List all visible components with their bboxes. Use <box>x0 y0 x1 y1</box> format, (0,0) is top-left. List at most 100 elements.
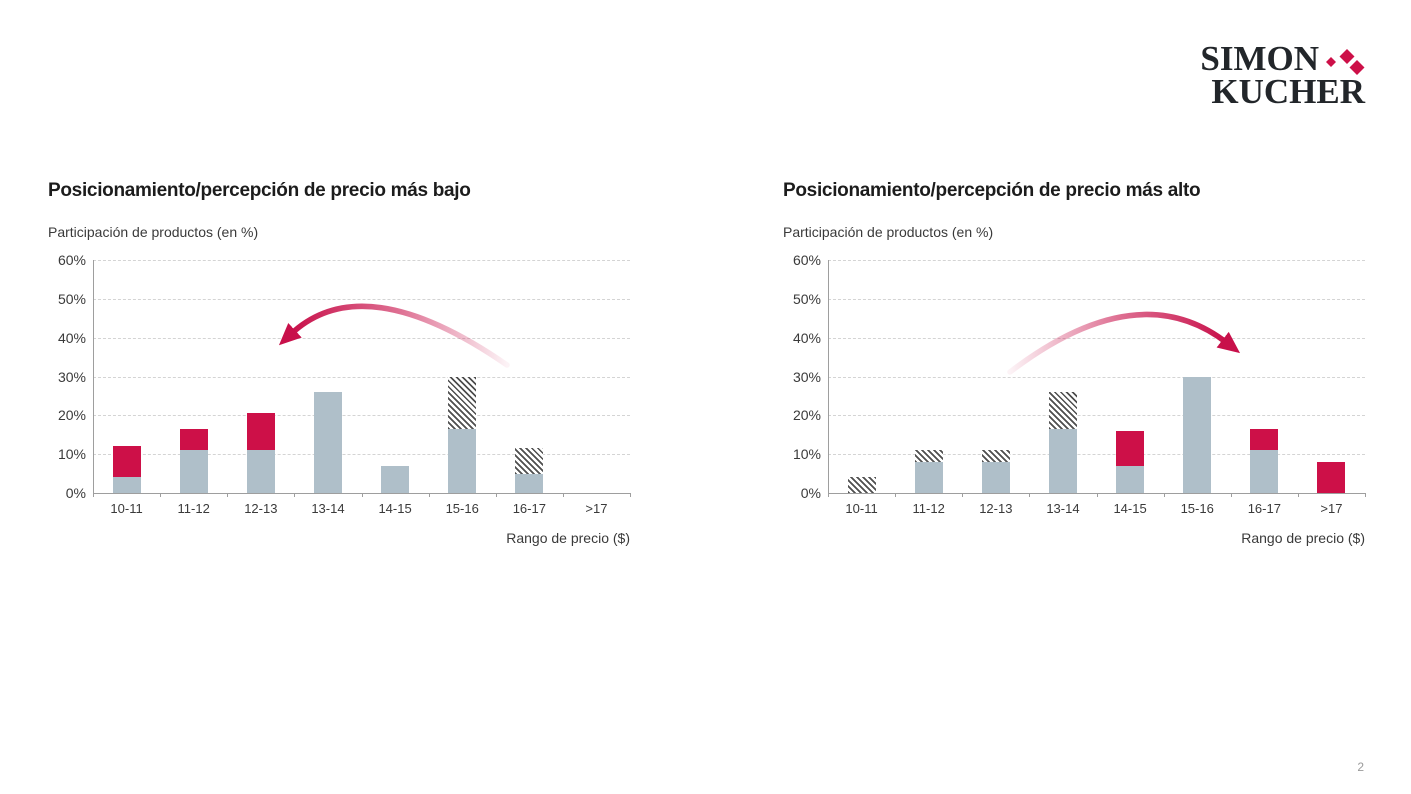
bar-segment-gris-solido <box>981 461 1010 493</box>
gridline <box>93 260 630 261</box>
bar-segment-gris-solido <box>1183 376 1212 493</box>
x-axis-tick <box>1029 493 1031 497</box>
x-axis-category-label: 10-11 <box>845 501 878 516</box>
bar-segment-gris-solido <box>914 461 943 493</box>
x-axis-category-label: 16-17 <box>512 501 546 516</box>
y-axis-tick-label: 40% <box>57 329 86 346</box>
bar-segment-rayado <box>914 450 943 462</box>
bar-segment-rojo-solido <box>246 413 275 451</box>
y-axis-tick-label: 30% <box>792 368 821 385</box>
bar-segment-rojo-solido <box>1250 428 1279 451</box>
x-axis-tick <box>1163 493 1165 497</box>
y-axis-title: Participación de productos (en %) <box>48 224 259 240</box>
bar-segment-rayado <box>515 448 544 474</box>
x-axis-category-label: 15-16 <box>1180 501 1214 516</box>
chart-title: Posicionamiento/percepción de precio más… <box>783 180 1201 201</box>
bar-segment-gris-solido <box>515 473 544 493</box>
y-axis-tick-label: 0% <box>800 485 821 501</box>
y-axis-tick-label: 0% <box>65 485 86 501</box>
x-axis-tick <box>495 493 497 497</box>
x-axis-tick <box>828 493 829 497</box>
x-axis-category-label: 13-14 <box>1046 501 1080 516</box>
x-axis-category-label: 13-14 <box>311 501 345 516</box>
y-axis-tick-label: 40% <box>792 329 821 346</box>
logo-line-1: SIMON <box>1200 39 1365 78</box>
bar-segment-gris-solido <box>448 428 477 493</box>
bar-segment-gris-solido <box>1116 465 1145 493</box>
x-axis-tick <box>962 493 964 497</box>
x-axis-tick <box>895 493 897 497</box>
y-axis-tick-label: 10% <box>792 446 821 463</box>
x-axis-category-label: >17 <box>1320 501 1343 516</box>
x-axis-category-label: 16-17 <box>1247 501 1281 516</box>
x-axis-tick <box>160 493 162 497</box>
x-axis-tick <box>562 493 564 497</box>
bar-segment-gris-solido <box>112 477 141 493</box>
plot-area: 0% 10% 20% 30% 40% 50% 60% 10-11 11-12 12-13 13-14… <box>48 252 638 516</box>
gridline <box>828 376 1365 378</box>
x-axis-tick <box>630 493 631 497</box>
x-axis-category-label: 11-12 <box>912 501 945 516</box>
x-axis-title: Rango de precio ($) <box>1241 530 1365 546</box>
gridline <box>828 298 1365 300</box>
y-axis-tick-label: 10% <box>57 446 86 463</box>
x-axis-category-label: 15-16 <box>445 501 479 516</box>
y-axis-tick-label: 20% <box>792 407 821 424</box>
y-axis-title: Participación de productos (en %) <box>783 224 994 240</box>
bar-segment-rayado <box>448 376 477 429</box>
y-axis-line <box>828 260 829 493</box>
x-axis-tick <box>1365 493 1366 497</box>
bar-segment-gris-solido <box>179 450 208 493</box>
gridline <box>93 337 630 339</box>
x-axis-tick <box>1297 493 1299 497</box>
bar-segment-gris-solido <box>246 450 275 493</box>
page-number: 2 <box>1357 760 1364 774</box>
gridline <box>93 298 630 300</box>
bar-segment-gris-solido <box>381 465 410 493</box>
x-axis-category-label: 14-15 <box>1113 501 1147 516</box>
y-axis-tick-label: 50% <box>792 290 821 307</box>
logo-word-kucher: KUCHER <box>1211 72 1365 111</box>
bar-segment-rojo-solido <box>179 428 208 451</box>
logo-word-simon: SIMON <box>1200 39 1319 78</box>
logo-line-2: KUCHER <box>1200 72 1365 111</box>
x-axis-tick <box>361 493 363 497</box>
x-axis-tick <box>227 493 229 497</box>
x-axis-category-label: >17 <box>585 501 608 516</box>
gridline <box>93 454 630 456</box>
y-axis-line <box>93 260 94 493</box>
x-axis-tick <box>294 493 296 497</box>
x-axis-category-label: 11-12 <box>177 501 210 516</box>
bar-segment-rojo-solido <box>1116 430 1145 466</box>
x-axis-title: Rango de precio ($) <box>506 530 630 546</box>
x-axis-category-label: 10-11 <box>110 501 143 516</box>
y-axis-tick-label: 60% <box>57 252 86 268</box>
x-axis-tick <box>1230 493 1232 497</box>
x-axis-tick <box>428 493 430 497</box>
chart-panel-lower-price: Posicionamiento/percepción de precio más… <box>48 178 638 593</box>
y-axis-tick-label: 20% <box>57 407 86 424</box>
bar-segment-rayado <box>981 450 1010 462</box>
plot-area: 0% 10% 20% 30% 40% 50% 60% 10-11 11-12 12-13 13-14… <box>783 252 1373 516</box>
bar-segment-rayado <box>847 477 876 493</box>
gridline <box>93 415 630 417</box>
bar-segment-rojo-solido <box>112 446 141 478</box>
bar-segment-rayado <box>1048 392 1077 429</box>
bar-segment-rojo-solido <box>1317 461 1346 493</box>
chart-panel-higher-price: Posicionamiento/percepción de precio más… <box>783 178 1373 593</box>
gridline <box>828 415 1365 417</box>
gridline <box>93 376 630 378</box>
x-axis-category-label: 12-13 <box>244 501 278 516</box>
bar-segment-gris-solido <box>1250 450 1279 493</box>
x-axis-tick <box>1096 493 1098 497</box>
gridline <box>828 260 1365 261</box>
x-axis-category-label: 12-13 <box>979 501 1013 516</box>
logo-diamonds-icon <box>1326 49 1365 75</box>
bar-segment-gris-solido <box>1048 428 1077 493</box>
gridline <box>828 337 1365 339</box>
chart-title: Posicionamiento/percepción de precio más… <box>48 180 471 201</box>
y-axis-tick-label: 60% <box>792 252 821 268</box>
bar-segment-gris-solido <box>313 392 342 493</box>
x-axis-tick <box>93 493 94 497</box>
